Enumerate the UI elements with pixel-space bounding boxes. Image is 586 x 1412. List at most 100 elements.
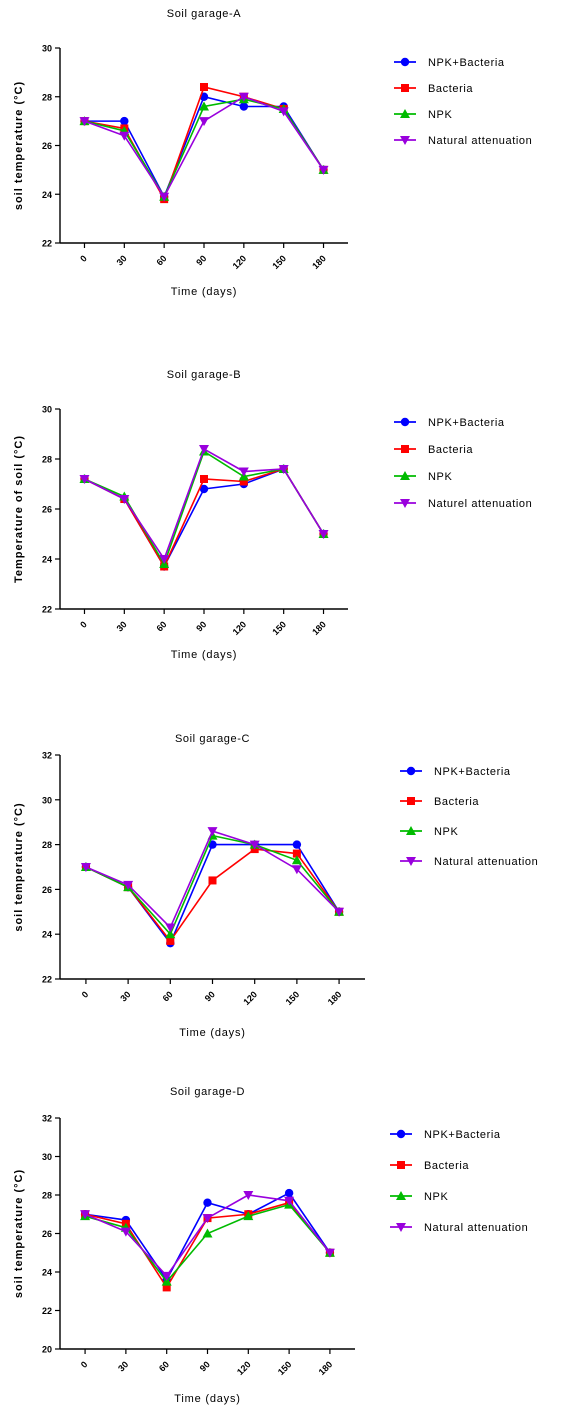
series-3 (79, 445, 328, 564)
y-tick-label: 26 (42, 505, 52, 515)
legend-label: Bacteria (434, 796, 479, 808)
x-tick-label: 150 (284, 989, 302, 1007)
series-line (84, 469, 323, 567)
series-1 (80, 83, 327, 203)
series-1 (82, 845, 343, 945)
x-tick-label: 150 (270, 253, 288, 271)
x-axis-label: Time (days) (171, 649, 237, 661)
legend-label: Bacteria (424, 1160, 469, 1172)
y-tick-label: 30 (42, 44, 52, 54)
data-point (203, 1199, 211, 1207)
x-tick-label: 120 (231, 619, 249, 637)
chart-panel-b: Soil garage-B 22 24 26 28 30 0 30 60 90 120 150 180 T… (13, 369, 532, 661)
y-axis-label: soil temperature (°C) (13, 1169, 25, 1298)
x-tick-label: 30 (118, 989, 132, 1003)
legend-marker (397, 1161, 405, 1169)
data-point (203, 1229, 213, 1238)
x-tick-label: 30 (115, 253, 129, 267)
data-point (200, 83, 208, 91)
legend-marker (401, 58, 409, 66)
chart-title: Soil garage-C (175, 733, 250, 745)
y-tick-label: 22 (42, 605, 52, 615)
legend-label: Natural attenuation (428, 135, 532, 147)
y-tick-label: 22 (42, 239, 52, 249)
x-tick-label: 60 (154, 253, 168, 267)
x-tick-label: 150 (270, 619, 288, 637)
legend-label: NPK+Bacteria (428, 57, 505, 69)
x-tick-label: 180 (310, 619, 328, 637)
x-tick-label: 90 (194, 253, 208, 267)
y-tick-label: 24 (42, 1268, 52, 1278)
chart-panel-d: Soil garage-D 20 22 24 26 28 30 32 0 30 60 90 120 150… (13, 1086, 528, 1405)
x-tick-label: 90 (203, 989, 217, 1003)
x-tick-label: 180 (317, 1359, 335, 1377)
y-tick-label: 28 (42, 840, 52, 850)
y-tick-label: 24 (42, 190, 52, 200)
y-tick-label: 32 (42, 751, 52, 761)
x-tick-label: 120 (235, 1359, 253, 1377)
data-point (285, 1189, 293, 1197)
legend-label: NPK+Bacteria (434, 766, 511, 778)
legend-label: NPK+Bacteria (428, 417, 505, 429)
chart-panel-a: Soil garage-A 22 24 26 28 30 0 30 60 90 120 150 180 T… (13, 8, 532, 298)
data-point (209, 876, 217, 884)
legend-marker (401, 84, 409, 92)
legend-marker (407, 767, 415, 775)
legend-label: NPK (434, 826, 458, 838)
y-tick-label: 22 (42, 1306, 52, 1316)
legend-label: Bacteria (428, 444, 473, 456)
legend-marker (401, 418, 409, 426)
data-point (199, 445, 209, 454)
legend-label: Natural attenuation (424, 1222, 528, 1234)
data-point (240, 102, 248, 110)
data-point (120, 117, 128, 125)
x-tick-label: 90 (194, 619, 208, 633)
data-point (199, 117, 209, 126)
x-tick-label: 60 (157, 1359, 171, 1373)
x-axis-label: Time (days) (174, 1393, 240, 1405)
x-tick-label: 120 (231, 253, 249, 271)
y-axis-label: soil temperature (°C) (13, 81, 25, 210)
x-tick-label: 120 (241, 989, 259, 1007)
legend-marker (401, 445, 409, 453)
series-line (84, 469, 323, 567)
y-tick-label: 30 (42, 405, 52, 415)
x-tick-label: 150 (276, 1359, 294, 1377)
y-tick-label: 24 (42, 930, 52, 940)
legend-label: Naturel attenuation (428, 498, 532, 510)
y-tick-label: 20 (42, 1345, 52, 1355)
x-tick-label: 180 (310, 253, 328, 271)
data-point (293, 840, 301, 848)
legend-label: Natural attenuation (434, 856, 538, 868)
y-tick-label: 30 (42, 795, 52, 805)
chart-panel-c: Soil garage-C 22 24 26 28 30 32 0 30 60 90 120 150 18… (13, 733, 538, 1039)
chart-title: Soil garage-D (170, 1086, 245, 1098)
legend-label: NPK (428, 471, 452, 483)
data-point (200, 475, 208, 483)
legend-marker (407, 797, 415, 805)
series-2 (79, 94, 328, 201)
y-axis-label: soil temperature (°C) (13, 802, 25, 931)
legend-label: NPK+Bacteria (424, 1129, 501, 1141)
x-tick-label: 30 (116, 1359, 130, 1373)
series-2 (79, 447, 328, 569)
y-tick-label: 32 (42, 1114, 52, 1124)
x-tick-label: 30 (115, 619, 129, 633)
x-tick-label: 0 (79, 1359, 90, 1370)
x-tick-label: 180 (326, 989, 344, 1007)
x-tick-label: 0 (78, 253, 89, 264)
y-tick-label: 26 (42, 141, 52, 151)
y-tick-label: 28 (42, 92, 52, 102)
y-tick-label: 28 (42, 1191, 52, 1201)
series-0 (82, 840, 344, 947)
y-tick-label: 30 (42, 1152, 52, 1162)
y-tick-label: 22 (42, 975, 52, 985)
x-tick-label: 90 (198, 1359, 212, 1373)
x-tick-label: 0 (78, 619, 89, 630)
chart-title: Soil garage-B (167, 369, 241, 381)
x-axis-label: Time (days) (171, 286, 237, 298)
legend-marker (397, 1130, 405, 1138)
x-tick-label: 60 (154, 619, 168, 633)
legend-label: NPK (424, 1191, 448, 1203)
